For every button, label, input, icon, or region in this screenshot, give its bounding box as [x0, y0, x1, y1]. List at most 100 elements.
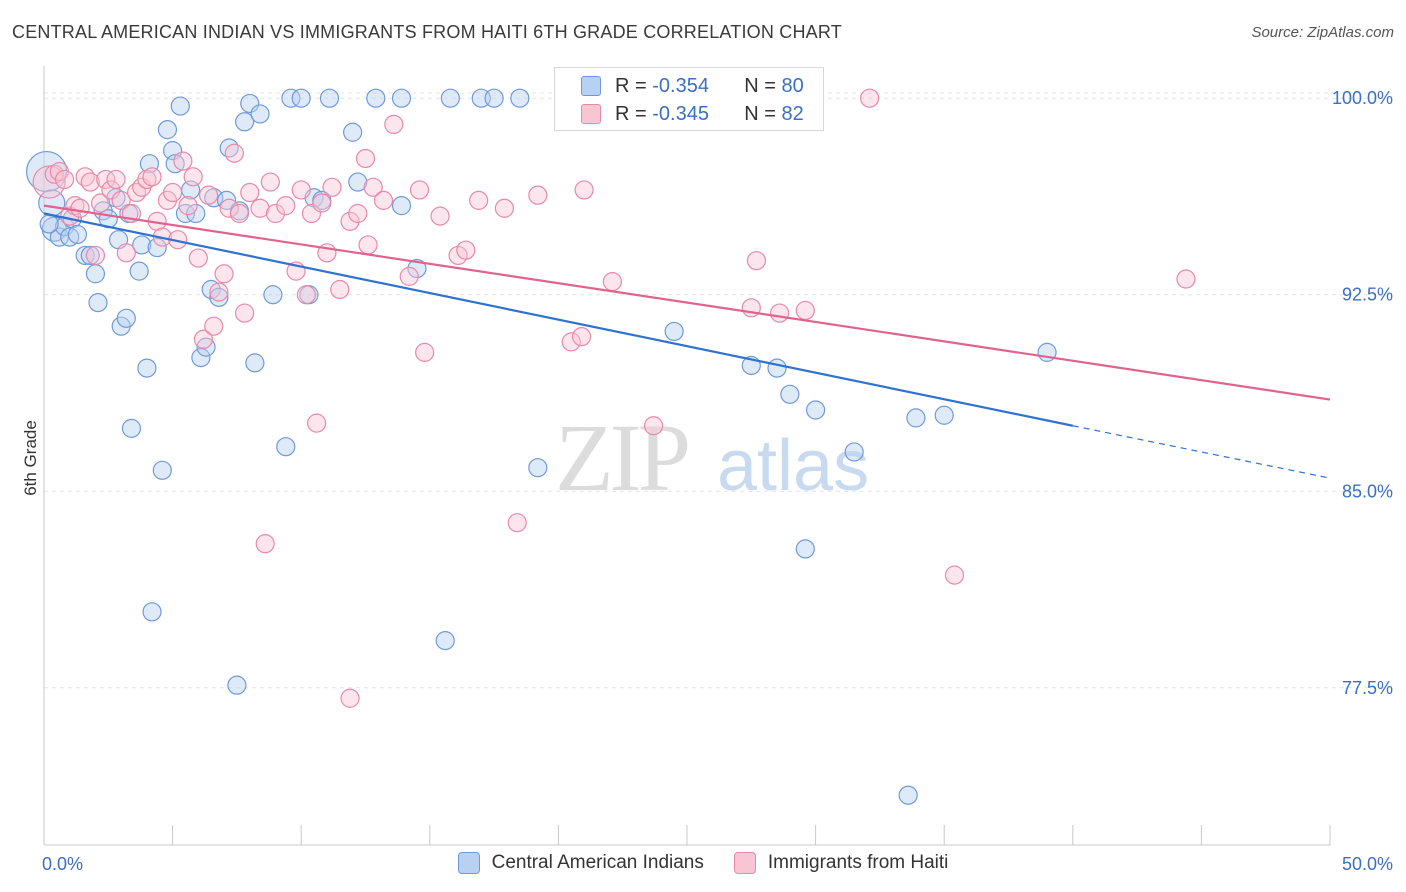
- data-point: [80, 245, 100, 266]
- data-point: [571, 327, 592, 347]
- data-point: [142, 167, 162, 187]
- legend-n-value: 82: [781, 102, 804, 125]
- legend-row-blue: R = -0.354 N = 80: [555, 72, 804, 100]
- data-point: [147, 237, 167, 258]
- data-point: [296, 285, 316, 305]
- data-point: [319, 88, 340, 108]
- chart-title: CENTRAL AMERICAN INDIAN VS IMMIGRANTS FR…: [12, 22, 842, 42]
- trend-line-blue-extension: [1072, 425, 1331, 479]
- data-point: [340, 688, 360, 708]
- data-point: [373, 190, 394, 210]
- data-point: [219, 198, 239, 218]
- data-point: [255, 534, 275, 554]
- grid-lines: [44, 92, 1395, 689]
- data-point: [80, 172, 100, 192]
- data-point: [229, 203, 250, 224]
- data-point: [137, 358, 157, 378]
- y-tick-label: 77.5%: [1342, 678, 1393, 698]
- y-tick-label: 85.0%: [1342, 481, 1393, 501]
- data-point: [142, 602, 162, 622]
- data-point: [574, 180, 594, 200]
- data-point: [121, 418, 142, 438]
- data-point: [85, 264, 106, 284]
- data-point: [227, 675, 247, 695]
- data-point: [767, 358, 787, 378]
- data-point: [363, 177, 383, 197]
- data-point: [201, 279, 221, 300]
- data-point: [391, 88, 412, 108]
- data-point: [170, 96, 190, 116]
- data-point: [409, 180, 430, 200]
- data-point: [384, 114, 404, 135]
- data-point: [157, 120, 178, 140]
- data-point: [440, 88, 460, 108]
- correlation-legend: R = -0.354 N = 80 R = -0.345 N = 82: [554, 67, 824, 131]
- data-point: [60, 227, 80, 247]
- data-point: [456, 240, 476, 260]
- legend-swatch-pink: [581, 104, 601, 124]
- data-point: [217, 190, 237, 210]
- data-point: [355, 148, 376, 169]
- data-point: [469, 190, 489, 210]
- data-point: [44, 164, 64, 184]
- data-point: [186, 203, 206, 224]
- data-point: [196, 337, 216, 357]
- data-point: [96, 169, 116, 190]
- watermark: ZIP atlas: [555, 404, 869, 511]
- data-point: [75, 245, 95, 266]
- data-point: [276, 196, 296, 216]
- y-tick-label: 92.5%: [1342, 285, 1393, 305]
- axes: [43, 66, 1331, 846]
- data-point: [173, 151, 193, 171]
- data-point: [507, 513, 527, 533]
- data-point: [494, 198, 514, 218]
- data-point: [415, 342, 435, 362]
- data-point: [129, 261, 149, 281]
- data-point: [407, 258, 427, 279]
- data-point: [165, 154, 185, 174]
- legend-r-value: -0.345: [652, 102, 709, 125]
- data-point: [312, 193, 332, 213]
- trend-line-pink: [43, 204, 1331, 401]
- data-point: [348, 203, 368, 224]
- data-point: [88, 292, 108, 313]
- data-point: [90, 193, 111, 213]
- legend-n-label: N =: [744, 102, 776, 125]
- data-point: [435, 631, 455, 651]
- data-point: [126, 182, 147, 203]
- data-point: [152, 460, 172, 480]
- data-point: [291, 88, 311, 108]
- data-point: [250, 104, 270, 124]
- data-point: [132, 235, 152, 255]
- trend-lines: [43, 204, 1331, 479]
- data-point: [183, 167, 203, 187]
- legend-r-label: R =: [615, 74, 647, 97]
- data-point: [101, 180, 121, 200]
- data-point: [214, 264, 234, 284]
- legend-item-central-american-indians: Central American Indians: [457, 852, 704, 874]
- data-point: [934, 405, 954, 425]
- data-point: [276, 437, 296, 457]
- data-point: [391, 196, 412, 216]
- data-point: [245, 353, 265, 373]
- data-point: [70, 198, 90, 218]
- data-point: [235, 112, 255, 132]
- data-point: [209, 287, 229, 307]
- data-point: [116, 308, 136, 328]
- data-point: [860, 88, 880, 108]
- data-point: [348, 172, 368, 192]
- legend-label-blue: Central American Indians: [491, 852, 704, 873]
- data-point: [510, 88, 530, 108]
- data-point: [484, 88, 504, 108]
- data-point: [85, 245, 106, 266]
- data-point: [111, 190, 131, 210]
- data-point: [366, 88, 386, 108]
- data-point: [39, 214, 59, 234]
- data-point: [116, 243, 136, 263]
- data-point: [188, 248, 208, 268]
- watermark-zip: ZIP: [555, 404, 688, 511]
- data-point: [224, 143, 244, 163]
- data-point: [528, 458, 548, 478]
- legend-r-label: R =: [615, 102, 647, 125]
- watermark-atlas: atlas: [717, 426, 869, 506]
